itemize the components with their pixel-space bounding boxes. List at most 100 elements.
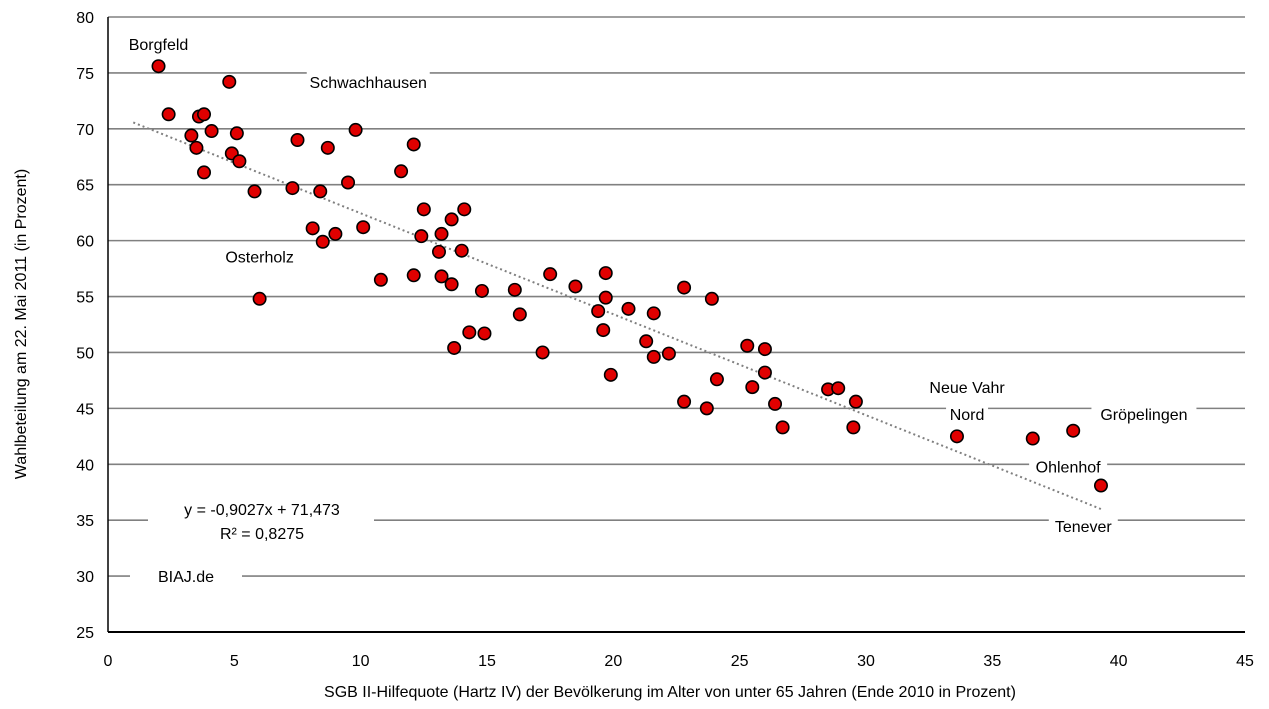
data-point (621, 301, 636, 316)
data-point (462, 325, 477, 340)
annotation-label: Gröpelingen (1100, 407, 1187, 424)
y-tick-label: 70 (76, 122, 94, 139)
data-point (507, 282, 522, 297)
data-point (454, 243, 469, 258)
annotation-label: Schwachhausen (310, 75, 427, 92)
axes (107, 17, 1245, 633)
data-point (290, 133, 305, 148)
annotation-background (923, 376, 1011, 399)
annotation-label: Ohlenhof (1036, 460, 1101, 477)
annotation-label: Neue Vahr (929, 380, 1005, 397)
data-point (414, 229, 429, 244)
annotation-label: Osterholz (225, 249, 293, 266)
annotation-background (306, 70, 430, 93)
data-point (447, 340, 462, 355)
x-tick-label: 40 (1110, 653, 1128, 670)
data-point (444, 277, 459, 292)
data-point (598, 266, 613, 281)
data-point (768, 396, 783, 411)
data-point (949, 429, 964, 444)
y-tick-label: 75 (76, 66, 94, 83)
data-point (305, 221, 320, 236)
data-point (222, 74, 237, 89)
source-box: BIAJ.de (130, 562, 242, 590)
y-tick-labels: 25 30 35 40 45 50 55 60 65 70 75 80 (76, 10, 94, 642)
x-tick-label: 5 (230, 653, 239, 670)
data-point (677, 280, 692, 295)
data-point (406, 137, 421, 152)
y-tick-label: 65 (76, 178, 94, 195)
data-point (457, 202, 472, 217)
data-point (474, 283, 489, 298)
r-squared: R² = 0,8275 (220, 526, 304, 543)
data-point (320, 140, 335, 155)
annotations: Borgfeld Schwachhausen Osterholz Neue Vahr N… (119, 32, 1197, 537)
annotation-background (216, 245, 304, 268)
x-tick-label: 10 (352, 653, 370, 670)
data-point (596, 323, 611, 338)
data-point (197, 165, 212, 180)
data-point (639, 334, 654, 349)
regression-box-background (148, 496, 374, 546)
annotation-background (119, 32, 198, 55)
data-point (512, 307, 527, 322)
data-point (591, 304, 606, 319)
data-point (189, 140, 204, 155)
x-tick-label: 35 (983, 653, 1001, 670)
regression-box: y = -0,9027x + 71,473 R² = 0,8275 (148, 496, 374, 546)
y-tick-label: 55 (76, 290, 94, 307)
trendline-group (132, 121, 1102, 510)
data-point (757, 365, 772, 380)
data-point (677, 394, 692, 409)
data-point (434, 226, 449, 241)
annotation-background (1029, 455, 1108, 478)
annotation-background (1048, 514, 1118, 537)
data-point (315, 234, 330, 249)
data-point (603, 367, 618, 382)
data-point (406, 268, 421, 283)
y-tick-label: 45 (76, 401, 94, 418)
y-tick-label: 35 (76, 513, 94, 530)
data-point (661, 346, 676, 361)
data-point (740, 338, 755, 353)
x-axis-title: SGB II-Hilfequote (Hartz IV) der Bevölke… (324, 684, 1016, 701)
data-point (204, 124, 219, 139)
data-point (699, 401, 714, 416)
data-point (1093, 478, 1108, 493)
data-point (197, 107, 212, 122)
data-point (356, 220, 371, 235)
y-tick-label: 40 (76, 457, 94, 474)
x-tick-label: 15 (478, 653, 496, 670)
data-point (477, 326, 492, 341)
data-point (1025, 431, 1040, 446)
trendline (132, 121, 1102, 510)
annotation-label: Nord (950, 407, 985, 424)
data-point (775, 420, 790, 435)
y-tick-label: 25 (76, 625, 94, 642)
data-point (328, 226, 343, 241)
data-point (745, 380, 760, 395)
data-point (184, 128, 199, 143)
y-tick-label: 60 (76, 234, 94, 251)
data-point (348, 122, 363, 137)
data-point (232, 154, 247, 169)
x-tick-label: 25 (731, 653, 749, 670)
data-point (394, 164, 409, 179)
data-point (313, 184, 328, 199)
data-point (229, 126, 244, 141)
y-tick-label: 50 (76, 345, 94, 362)
data-point (161, 107, 176, 122)
y-tick-label: 30 (76, 569, 94, 586)
data-point (416, 202, 431, 217)
data-point (757, 342, 772, 357)
data-point (646, 306, 661, 321)
data-point (151, 59, 166, 74)
data-point (341, 175, 356, 190)
source-label: BIAJ.de (158, 569, 214, 586)
data-point (704, 291, 719, 306)
data-point (431, 244, 446, 259)
data-point (434, 269, 449, 284)
trendline-equation: y = -0,9027x + 71,473 (184, 502, 340, 519)
data-point (646, 349, 661, 364)
data-point (848, 394, 863, 409)
